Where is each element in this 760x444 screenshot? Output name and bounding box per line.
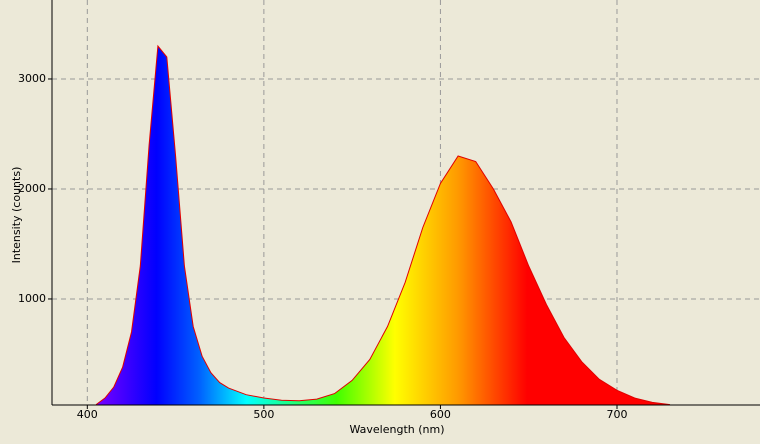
x-tick-label: 500 bbox=[253, 408, 274, 421]
y-tick-label: 2000 bbox=[18, 182, 46, 195]
plot-area bbox=[95, 44, 671, 405]
y-axis-label: Intensity (counts) bbox=[10, 167, 23, 264]
x-tick-label: 600 bbox=[430, 408, 451, 421]
area bbox=[96, 46, 671, 405]
x-tick-label: 400 bbox=[77, 408, 98, 421]
x-tick-label: 700 bbox=[606, 408, 627, 421]
y-tick-label: 3000 bbox=[18, 72, 46, 85]
line bbox=[95, 44, 671, 405]
y-tick-label: 1000 bbox=[18, 292, 46, 305]
x-axis-label: Wavelength (nm) bbox=[349, 423, 444, 436]
